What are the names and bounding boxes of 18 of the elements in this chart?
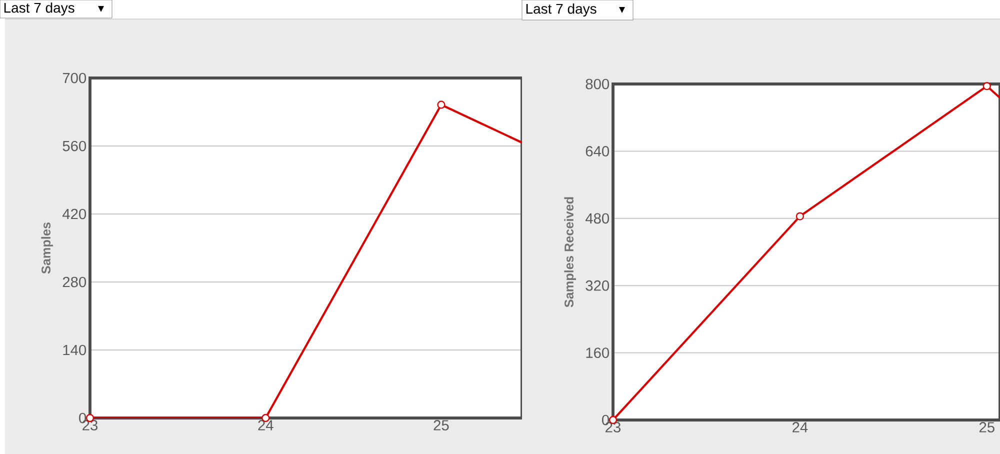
y-tick-label: 700 [62,72,86,84]
x-tick-label: 25 [979,422,994,432]
x-tick-label: 24 [258,420,274,430]
y-tick-label: 140 [63,344,86,356]
y-tick-label: 560 [62,140,86,152]
y-tick-label: 420 [62,208,86,220]
x-tick-label: 24 [792,422,808,432]
x-tick-label: 25 [434,420,449,430]
text: Last 7 days [4,2,74,16]
y-tick-label: 640 [586,146,610,156]
text: Last 7 days [526,3,596,17]
y-axis-title: Samples [41,222,54,274]
y-axis-title: Samples Received [564,197,576,308]
y-tick-label: 160 [586,348,610,358]
y-tick-label: 320 [586,280,610,291]
y-tick-label: 280 [62,276,86,288]
y-tick-label: 800 [586,78,610,90]
y-tick-label: 480 [585,213,610,224]
